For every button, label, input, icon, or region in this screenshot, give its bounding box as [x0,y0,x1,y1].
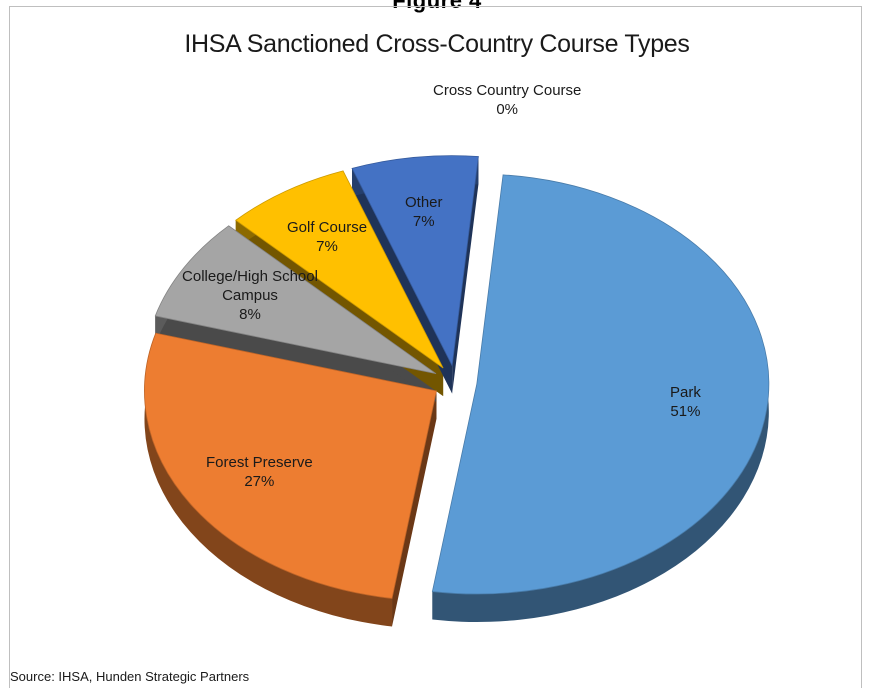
slice-percent: 8% [239,306,261,323]
slice-label-forest-preserve: Forest Preserve 27% [206,453,313,491]
slice-percent: 51% [670,403,701,420]
slice-name: Park [670,384,701,401]
pie-slice-golf-course [235,170,444,369]
pie-slice-park [431,174,770,595]
slice-label-park: Park 51% [670,383,701,421]
pie-slice-other-wall-end [452,156,479,394]
slice-name: College/High School Campus [182,268,318,304]
slice-percent: 7% [316,238,338,255]
slice-name: Forest Preserve [206,454,313,471]
source-note: Source: IHSA, Hunden Strategic Partners [10,669,250,684]
slice-label-cross-country-course: Cross Country Course 0% [433,81,581,119]
chart-title: IHSA Sanctioned Cross-Country Course Typ… [184,30,690,58]
slice-name: Other [405,194,443,211]
chart-frame [9,6,862,688]
slice-label-campus: College/High School Campus 8% [180,267,320,324]
slice-percent: 0% [496,101,519,118]
pie-slice-forest-preserve [144,332,437,599]
slice-name: Cross Country Course [433,82,582,99]
slice-percent: 27% [244,473,275,490]
pie-slice-forest-preserve-side [144,333,393,627]
pie-slice-forest-preserve-wall-start [392,390,437,627]
slice-percent: 7% [412,213,435,230]
pie-slice-other [351,155,479,367]
slice-name: Golf Course [287,219,368,236]
slice-label-golf-course: Golf Course 7% [287,218,367,256]
pie-slice-college-high-school-campus [154,225,437,375]
slice-label-other: Other 7% [405,193,443,231]
